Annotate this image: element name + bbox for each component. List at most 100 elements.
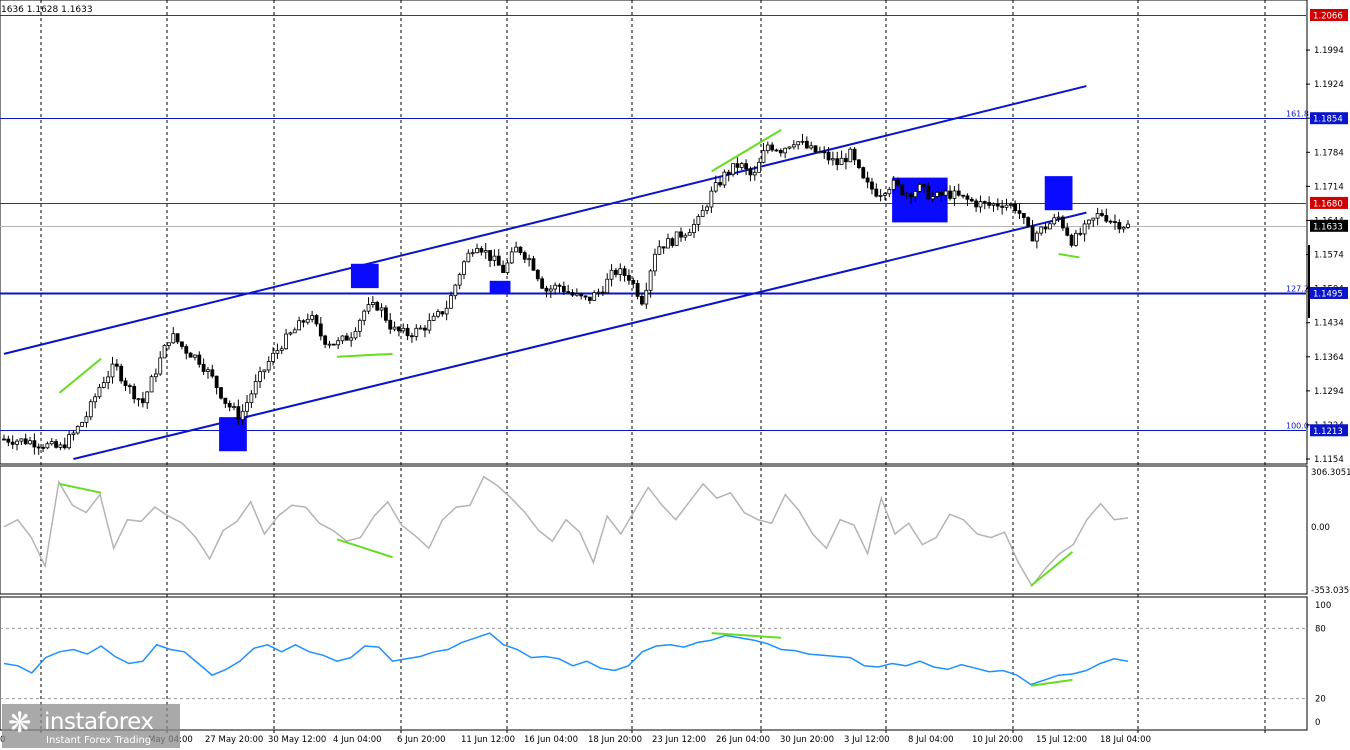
candle-body: [1117, 222, 1122, 230]
candle-body: [240, 410, 245, 420]
candle-body: [297, 320, 302, 331]
candle-body: [275, 350, 280, 354]
candle-body: [54, 441, 58, 448]
candle-body: [175, 333, 180, 343]
candle-body: [1017, 210, 1022, 214]
candle-body: [952, 190, 957, 199]
candle-body: [132, 385, 137, 400]
candle-body: [735, 163, 740, 168]
time-label-3: 6 Jun 20:00: [397, 735, 446, 745]
candle-body: [344, 335, 349, 341]
signal-box-1: [350, 263, 379, 289]
candle-body: [88, 401, 93, 418]
candle-body: [444, 307, 449, 315]
candle-body: [227, 403, 232, 408]
candle-body: [787, 146, 792, 149]
candle-body: [870, 181, 874, 190]
candle-body: [709, 190, 714, 208]
candle-body: [865, 177, 870, 183]
candle-body: [991, 203, 996, 206]
price-tag-bg-3: [1310, 219, 1348, 232]
candle-body: [475, 248, 479, 254]
cci-line: [3, 475, 1129, 588]
candle-body: [479, 248, 484, 253]
candle-body: [878, 195, 883, 197]
candle-body: [757, 161, 762, 173]
vertical-gridlines: [40, 0, 1266, 730]
cci-tick-1: 0.00: [1311, 523, 1330, 533]
price-tag-4: 1.1495: [1313, 289, 1343, 299]
candle-body: [1100, 213, 1104, 216]
rsi-divergence-0: [711, 632, 782, 639]
candle-body: [323, 335, 328, 345]
time-label-4: 11 Jun 12:00: [461, 735, 515, 745]
candle-body: [1030, 225, 1035, 242]
candle-body: [835, 158, 840, 166]
channel-upper-line: [3, 85, 1087, 355]
signal-box-4: [1044, 176, 1073, 211]
candle-body: [987, 202, 992, 206]
candle-body: [45, 443, 50, 449]
cci-tick-2: -353.0356: [1311, 586, 1350, 596]
candle-body: [935, 191, 939, 197]
candle-body: [318, 323, 323, 337]
candle-body: [774, 149, 779, 152]
candlesticks: [2, 133, 1130, 455]
candle-body: [661, 246, 666, 249]
candle-body: [978, 201, 983, 208]
rsi-divergence-1: [1030, 678, 1073, 687]
candle-body: [783, 147, 788, 154]
candle-body: [206, 369, 210, 372]
candle-body: [909, 193, 913, 198]
candle-body: [844, 157, 848, 163]
price-tick-0: 1.1154: [1314, 455, 1344, 465]
candle-body: [418, 327, 423, 330]
candle-body: [670, 238, 675, 246]
candle-body: [262, 369, 267, 373]
candle-body: [462, 261, 466, 275]
candle-body: [579, 293, 584, 297]
candle-body: [570, 292, 575, 296]
price-tick-8: 1.1714: [1314, 182, 1344, 192]
candle-body: [1095, 213, 1100, 219]
candle-body: [401, 327, 406, 332]
candle-body: [1047, 223, 1052, 230]
candle-body: [162, 345, 167, 359]
candle-body: [518, 246, 523, 254]
candle-body: [1078, 232, 1083, 235]
candle-body: [1061, 216, 1065, 229]
candle-body: [700, 209, 705, 217]
candle-body: [943, 190, 948, 196]
candle-body: [722, 171, 727, 186]
candle-body: [223, 397, 228, 404]
rsi-tick-2: 20: [1315, 695, 1326, 705]
candle-body: [883, 193, 887, 196]
candle-body: [614, 269, 618, 275]
candle-body: [705, 206, 709, 211]
candle-body: [197, 354, 202, 365]
candle-body: [635, 283, 640, 297]
candle-body: [592, 292, 597, 301]
price-axis: 1.11541.12241.12941.13641.14341.15041.15…: [1306, 9, 1348, 465]
candle-body: [249, 393, 254, 403]
candle-body: [310, 315, 315, 320]
time-label-1: 30 May 12:00: [268, 735, 326, 745]
candle-body: [110, 363, 115, 378]
candle-body: [136, 398, 141, 401]
price-tag-3: 1.1633: [1313, 222, 1343, 232]
candle-body: [761, 150, 766, 163]
candle-body: [253, 381, 258, 395]
candle-body: [353, 330, 358, 339]
candle-body: [679, 231, 683, 238]
candle-body: [748, 168, 753, 176]
price-divergence-2: [711, 129, 782, 173]
candle-body: [631, 279, 636, 284]
candle-body: [1013, 203, 1018, 212]
candle-body: [331, 343, 336, 346]
signal-box-2: [489, 280, 511, 293]
candle-body: [466, 252, 471, 263]
candle-body: [1091, 217, 1096, 221]
price-tick-9: 1.1784: [1314, 148, 1344, 158]
candle-body: [1008, 203, 1013, 206]
